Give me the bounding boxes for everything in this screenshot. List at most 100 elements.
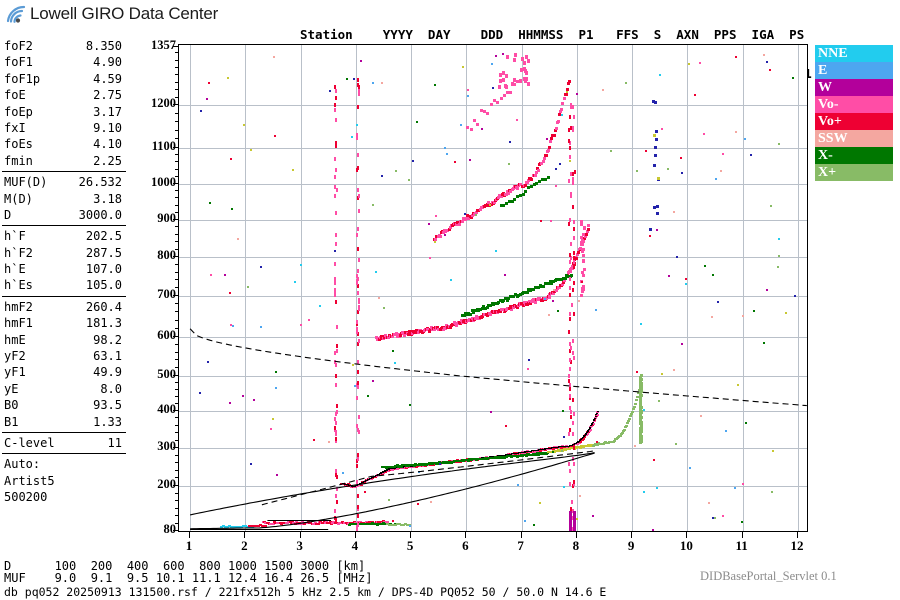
echo-point	[507, 192, 511, 196]
parameter-group-divider	[2, 431, 126, 433]
y-minor-tick	[175, 410, 179, 411]
echo-point	[626, 422, 630, 425]
echo-point	[636, 170, 639, 173]
echo-point	[673, 210, 676, 213]
echo-point	[564, 93, 568, 97]
footer-distance-row: D 100 200 400 600 800 1000 1500 3000 [km…	[4, 559, 366, 573]
echo-point	[333, 281, 336, 286]
echo-point	[527, 186, 531, 190]
legend-item-ssw[interactable]: SSW	[815, 130, 893, 147]
echo-point	[684, 283, 687, 286]
echo-point	[566, 82, 570, 86]
echo-point	[616, 436, 620, 439]
parameter-value: 9.10	[93, 120, 122, 135]
echo-point	[652, 163, 656, 167]
legend-item-w[interactable]: W	[815, 79, 893, 96]
echo-point	[335, 486, 338, 491]
echo-point	[559, 110, 563, 114]
echo-point	[571, 125, 574, 130]
legend-item-x[interactable]: X-	[815, 147, 893, 164]
echo-point	[526, 180, 530, 184]
echo-point	[532, 523, 535, 526]
echo-point	[569, 276, 572, 281]
echo-point	[540, 162, 544, 166]
echo-point	[573, 355, 576, 360]
x-tick-mark	[354, 532, 356, 538]
echo-point	[229, 291, 232, 294]
y-tick-label: 1000	[151, 175, 176, 189]
echo-point	[587, 429, 590, 431]
legend-item-x[interactable]: X+	[815, 164, 893, 181]
echo-point	[207, 360, 210, 363]
legend-item-e[interactable]: E	[815, 62, 893, 79]
echo-point	[629, 415, 633, 418]
echo-point	[596, 412, 599, 414]
echo-point	[570, 242, 573, 247]
brand-logo: Lowell GIRO Data Center	[6, 4, 218, 24]
legend-item-nne[interactable]: NNE	[815, 45, 893, 62]
echo-point	[777, 255, 780, 258]
legend-item-vo[interactable]: Vo+	[815, 113, 893, 130]
echo-point	[507, 199, 511, 203]
echo-point	[209, 202, 212, 205]
echo-point	[667, 167, 670, 170]
echo-point	[579, 246, 583, 250]
echo-point	[513, 198, 517, 202]
echo-point	[582, 225, 586, 229]
echo-point	[505, 192, 509, 196]
echo-point	[356, 105, 359, 109]
grid-line-vertical	[466, 45, 467, 531]
y-minor-tick	[175, 96, 179, 98]
echo-point	[569, 346, 572, 351]
echo-point	[416, 502, 419, 505]
echo-point	[334, 168, 337, 173]
echo-point	[487, 304, 491, 308]
echo-point	[655, 204, 659, 208]
y-minor-tick	[175, 359, 179, 361]
echo-point	[534, 300, 538, 304]
ionogram-plot[interactable]	[178, 44, 808, 532]
y-minor-tick	[175, 81, 179, 83]
echo-point	[648, 234, 651, 237]
echo-point	[524, 76, 528, 81]
echo-point	[573, 479, 576, 484]
echo-point	[299, 324, 302, 327]
y-minor-tick	[175, 256, 179, 257]
echo-point	[568, 317, 571, 322]
y-minor-tick	[175, 469, 179, 471]
legend-item-vo[interactable]: Vo-	[815, 96, 893, 113]
echo-point	[542, 157, 546, 161]
echo-point	[335, 324, 338, 329]
echo-point	[501, 53, 504, 56]
echo-point	[356, 153, 359, 158]
parameter-key: foEs	[4, 137, 33, 152]
x-tick-mark	[741, 532, 743, 538]
echo-point	[467, 89, 470, 92]
echo-point	[568, 292, 571, 297]
parameter-key: C-level	[4, 435, 55, 450]
parameter-key: foF1p	[4, 71, 41, 86]
y-minor-tick	[175, 396, 179, 397]
echo-point	[355, 322, 358, 327]
echo-point	[487, 201, 491, 205]
echo-point	[585, 432, 588, 434]
echo-point	[557, 309, 560, 312]
echo-point	[522, 290, 526, 294]
echo-point	[466, 125, 470, 129]
echo-point	[766, 289, 769, 292]
echo-point	[571, 288, 574, 293]
echo-point	[588, 428, 591, 430]
echo-point	[573, 511, 577, 516]
echo-point	[584, 233, 588, 236]
echo-point	[734, 55, 737, 58]
echo-point	[543, 448, 547, 451]
echo-point	[521, 301, 525, 305]
echo-point	[581, 242, 585, 246]
echo-point	[546, 137, 549, 140]
echo-point	[465, 217, 469, 221]
echo-point	[360, 60, 363, 62]
echo-point	[528, 288, 532, 292]
y-tick-label: 200	[157, 477, 176, 491]
parameter-row: yF2 63.1	[0, 348, 128, 364]
echo-point	[572, 445, 575, 450]
